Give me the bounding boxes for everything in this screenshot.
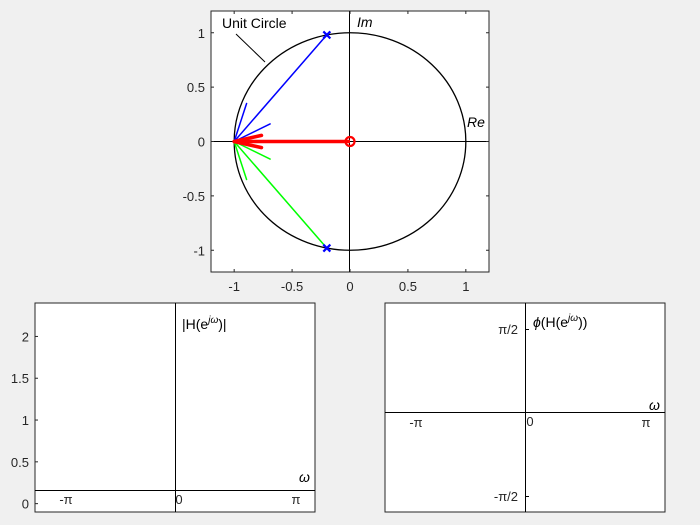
mag-title: |H(ejω)| [182,315,227,332]
re-axis-label: Re [467,114,485,130]
pole-zero-panel: -1 -0.5 0 0.5 1 1 0.5 0 -0.5 -1 Unit Circle Im Re [183,10,490,294]
zero-vector-head [232,139,264,150]
pz-x-tick-label: -0.5 [281,279,303,294]
pz-x-tick-label: 0.5 [399,279,417,294]
mag-x-tick-neg-pi: -π [59,492,72,507]
pz-x-tick-label: 0 [346,279,353,294]
mag-y-tick-label: 0 [22,497,29,512]
pole-marker [322,30,332,40]
pole-vector-upper-head [233,102,248,143]
zero-vector-head [232,133,264,144]
pz-ticks [211,11,489,272]
mag-x-tick-zero: 0 [175,492,182,507]
magnitude-panel: 2 1.5 1 0.5 0 |H(ejω)| ω -π 0 π [11,302,316,513]
mag-y-tick-label: 1 [22,413,29,428]
pz-y-tick-label: 0 [198,135,205,150]
mag-tick-labels: 2 1.5 1 0.5 0 [11,329,29,511]
phase-x-tick-neg-pi: -π [409,415,422,430]
mag-ticks [35,335,38,505]
pole-marker [322,243,332,253]
zero-marker [344,135,356,148]
pz-y-tick-label: -1 [193,243,205,258]
phase-x-tick-zero: 0 [526,414,533,429]
phase-y-tick-label-pi-half: π/2 [498,322,518,337]
phase-y-tick-label-neg-pi-half: -π/2 [494,489,518,504]
pz-y-tick-label: 1 [198,26,205,41]
mag-y-tick-label: 2 [22,329,29,344]
phase-panel: ϕ(H(ejω)) π/2 -π/2 ω -π 0 π [384,302,666,513]
phase-title: ϕ(H(ejω)) [533,313,587,330]
mag-y-tick-label: 0.5 [11,455,29,470]
mag-x-tick-pi: π [292,492,301,507]
pole-vector-lower-head [233,140,248,181]
mag-x-label: ω [299,469,310,485]
pz-x-tick-label: 1 [462,279,469,294]
pz-y-tick-label: 0.5 [187,80,205,95]
pz-x-tick-label: -1 [228,279,240,294]
phase-x-label: ω [649,397,660,413]
pz-tick-labels: -1 -0.5 0 0.5 1 1 0.5 0 -0.5 -1 [183,26,470,294]
im-axis-label: Im [357,14,373,30]
pz-vectors [232,34,350,249]
mag-y-tick-label: 1.5 [11,371,29,386]
pole-vector-lower [233,141,328,249]
unit-circle-label: Unit Circle [222,15,287,31]
pz-y-tick-label: -0.5 [183,189,205,204]
unit-circle-pointer [235,33,266,63]
phase-x-tick-pi: π [642,415,651,430]
pole-vector-upper [233,34,328,142]
pz-markers [322,30,356,253]
